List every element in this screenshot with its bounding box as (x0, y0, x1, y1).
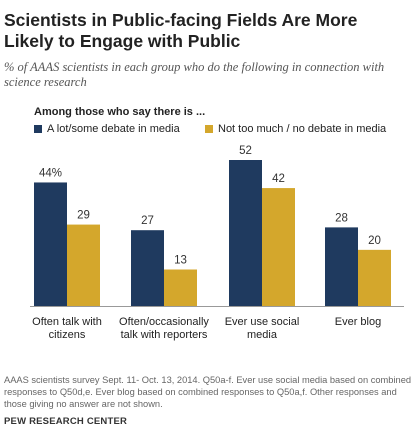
bar-no-debate-2 (262, 188, 295, 306)
bar-debate-0 (34, 182, 67, 306)
category-label-2-0: Ever use social (225, 316, 300, 328)
value-label-debate-3: 28 (335, 212, 348, 224)
value-label-no-debate-2: 42 (272, 173, 285, 185)
legend-item-debate: A lot/some debate in media (34, 123, 180, 135)
source-credit: PEW RESEARCH CENTER (4, 416, 128, 427)
legend-swatch-debate (34, 125, 42, 133)
bar-no-debate-0 (67, 224, 100, 306)
bar-debate-3 (325, 227, 358, 306)
legend-label-debate: A lot/some debate in media (47, 123, 180, 135)
chart-title: Scientists in Public-facing Fields Are M… (4, 10, 358, 51)
category-label-0-0: Often talk with (32, 316, 102, 328)
category-label-0-1: citizens (49, 329, 86, 341)
value-label-debate-1: 27 (141, 215, 154, 227)
legend-label-no-debate: Not too much / no debate in media (218, 123, 387, 135)
value-label-no-debate-0: 29 (77, 210, 90, 222)
bar-debate-2 (229, 160, 262, 306)
legend-item-no-debate: Not too much / no debate in media (205, 123, 386, 135)
category-label-3-0: Ever blog (335, 316, 381, 328)
value-label-no-debate-1: 13 (174, 255, 187, 267)
bar-no-debate-1 (164, 269, 197, 306)
value-label-debate-2: 52 (239, 145, 252, 157)
legend-title: Among those who say there is ... (34, 106, 206, 118)
legend-swatch-no-debate (205, 125, 213, 133)
category-label-2-1: media (247, 329, 278, 341)
chart-note: AAAS scientists survey Sept. 11- Oct. 13… (4, 375, 412, 409)
value-label-no-debate-3: 20 (368, 235, 381, 247)
value-label-debate-0: 44% (39, 167, 62, 179)
category-label-1-0: Often/occasionally (119, 316, 209, 328)
bar-no-debate-3 (358, 249, 391, 306)
category-label-1-1: talk with reporters (121, 329, 208, 341)
bar-debate-1 (131, 230, 164, 306)
chart-subtitle: % of AAAS scientists in each group who d… (4, 60, 385, 89)
